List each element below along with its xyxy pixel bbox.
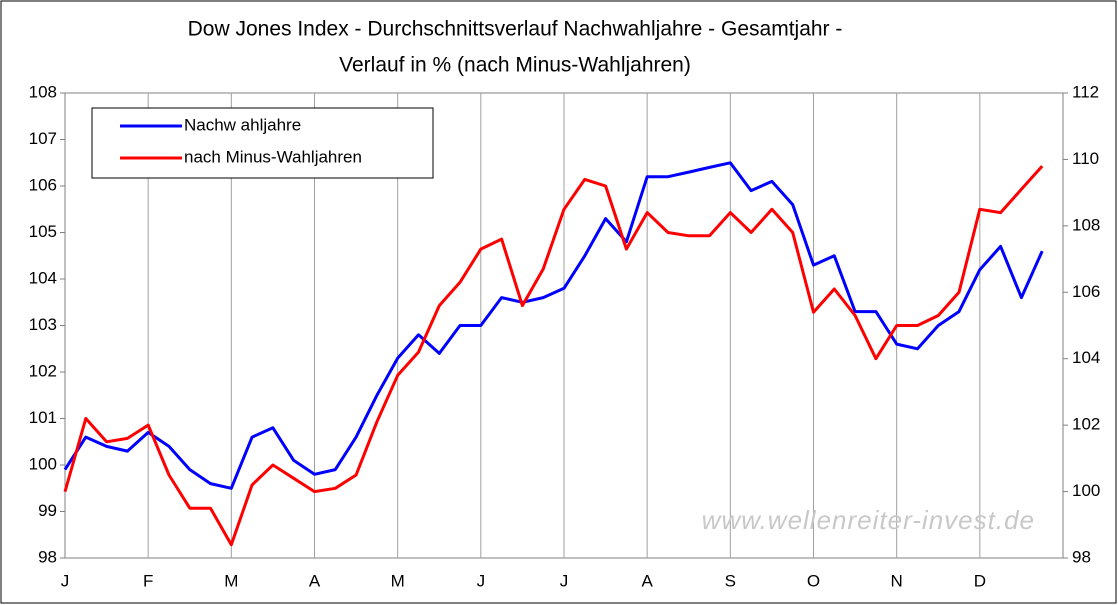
y2-tick-label: 106 [1072, 282, 1100, 301]
x-tick-label: M [391, 571, 405, 590]
watermark: www.wellenreiter-invest.de [702, 505, 1035, 535]
y2-tick-label: 108 [1072, 215, 1100, 234]
x-tick-label: M [224, 571, 238, 590]
legend-label: Nachw ahljahre [184, 115, 301, 134]
y2-tick-label: 100 [1072, 481, 1100, 500]
y-tick-label: 103 [29, 315, 57, 334]
y2-tick-label: 102 [1072, 415, 1100, 434]
y-tick-label: 101 [29, 408, 57, 427]
x-tick-label: A [641, 571, 653, 590]
y-tick-label: 104 [29, 268, 57, 287]
x-tick-label: A [309, 571, 321, 590]
x-tick-label: J [61, 571, 70, 590]
y2-tick-label: 104 [1072, 348, 1100, 367]
series-line [63, 161, 1044, 490]
y-tick-label: 106 [29, 175, 57, 194]
y-tick-label: 102 [29, 361, 57, 380]
x-tick-label: J [560, 571, 569, 590]
y-tick-label: 99 [38, 501, 57, 520]
y-tick-label: 107 [29, 129, 57, 148]
x-tick-label: S [725, 571, 736, 590]
chart-title: Verlauf in % (nach Minus-Wahljahren) [339, 54, 691, 77]
x-tick-label: F [143, 571, 153, 590]
x-tick-label: N [891, 571, 903, 590]
legend-box [91, 107, 434, 179]
y-tick-label: 108 [29, 82, 57, 101]
y2-tick-label: 110 [1072, 149, 1099, 168]
chart-title: Dow Jones Index - Durchschnittsverlauf N… [188, 18, 843, 41]
y-tick-label: 100 [29, 454, 57, 473]
y-tick-label: 105 [29, 222, 57, 241]
x-tick-label: D [974, 571, 986, 590]
y-tick-label: 98 [38, 547, 57, 566]
y2-tick-label: 98 [1072, 547, 1091, 566]
legend-label: nach Minus-Wahljahren [184, 147, 362, 166]
x-tick-label: O [807, 571, 820, 590]
series-line [63, 165, 1044, 547]
y2-tick-label: 112 [1072, 82, 1099, 101]
x-tick-label: J [477, 571, 486, 590]
